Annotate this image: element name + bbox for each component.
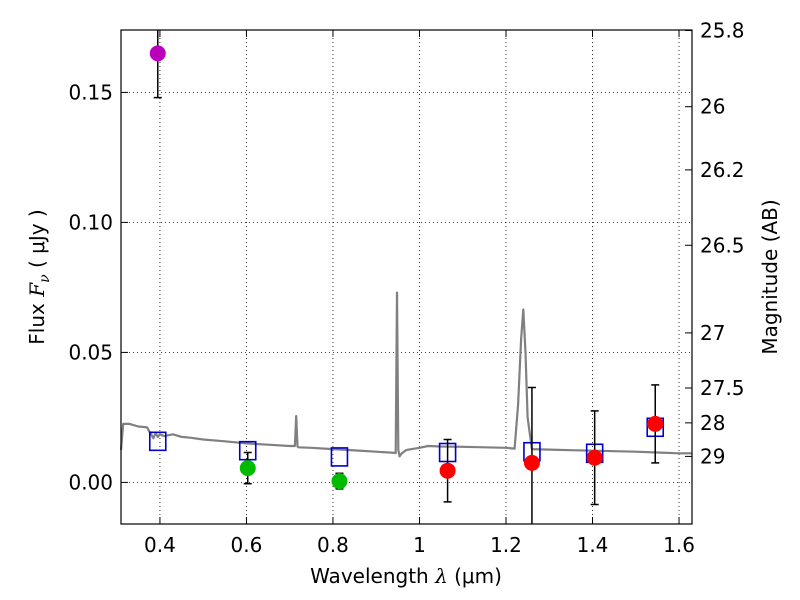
x-tick-label: 0.8: [317, 533, 349, 557]
y-tick-label: 0.10: [68, 210, 113, 234]
y-tick-label: 0.05: [68, 340, 113, 364]
x-axis-ticks: 0.4 0.6 0.8 1 1.2 1.4 1.6: [144, 30, 695, 557]
right-tick-label: 27: [700, 321, 725, 345]
spectrum-layer: [119, 291, 692, 458]
right-axis-title: Magnitude (AB): [758, 199, 782, 354]
observed-optical-point: [331, 473, 348, 490]
right-tick-label: 26.5: [700, 233, 745, 257]
right-tick-label: 26.2: [700, 158, 745, 182]
right-axis-ticks: 25.8 26 26.2 26.5 27 27.5 28 29: [685, 19, 745, 468]
model-photometry-square: [148, 431, 167, 452]
x-tick-label: 1.2: [490, 533, 522, 557]
y-axis-ticks: 0.00 0.05 0.10 0.15: [68, 80, 128, 494]
data-points-layer: [148, 30, 665, 524]
observed-nir-point: [647, 415, 664, 432]
y-tick-label: 0.15: [68, 80, 113, 104]
right-tick-label: 29: [700, 444, 725, 468]
right-tick-label: 27.5: [700, 376, 745, 400]
observed-optical-point: [239, 460, 256, 477]
y-axis-title: Flux Fν ( μJy ): [25, 209, 53, 344]
right-tick-label: 25.8: [700, 19, 745, 43]
x-tick-label: 1.4: [577, 533, 609, 557]
x-axis-title: Wavelength λ (μm): [310, 564, 502, 588]
observed-u-point: [149, 45, 166, 62]
observed-nir-point: [586, 449, 603, 466]
y-tick-label: 0.00: [68, 470, 113, 494]
spectrum-line: [119, 291, 692, 458]
right-tick-label: 26: [700, 95, 725, 119]
observed-nir-point: [439, 462, 456, 479]
model-photometry-square: [330, 447, 349, 467]
x-tick-label: 1.6: [663, 533, 695, 557]
x-tick-label: 0.4: [144, 533, 176, 557]
x-tick-label: 0.6: [231, 533, 263, 557]
right-tick-label: 28: [700, 411, 725, 435]
x-tick-label: 1: [413, 533, 426, 557]
observed-nir-point: [523, 454, 540, 471]
plot-frame: [120, 29, 693, 525]
